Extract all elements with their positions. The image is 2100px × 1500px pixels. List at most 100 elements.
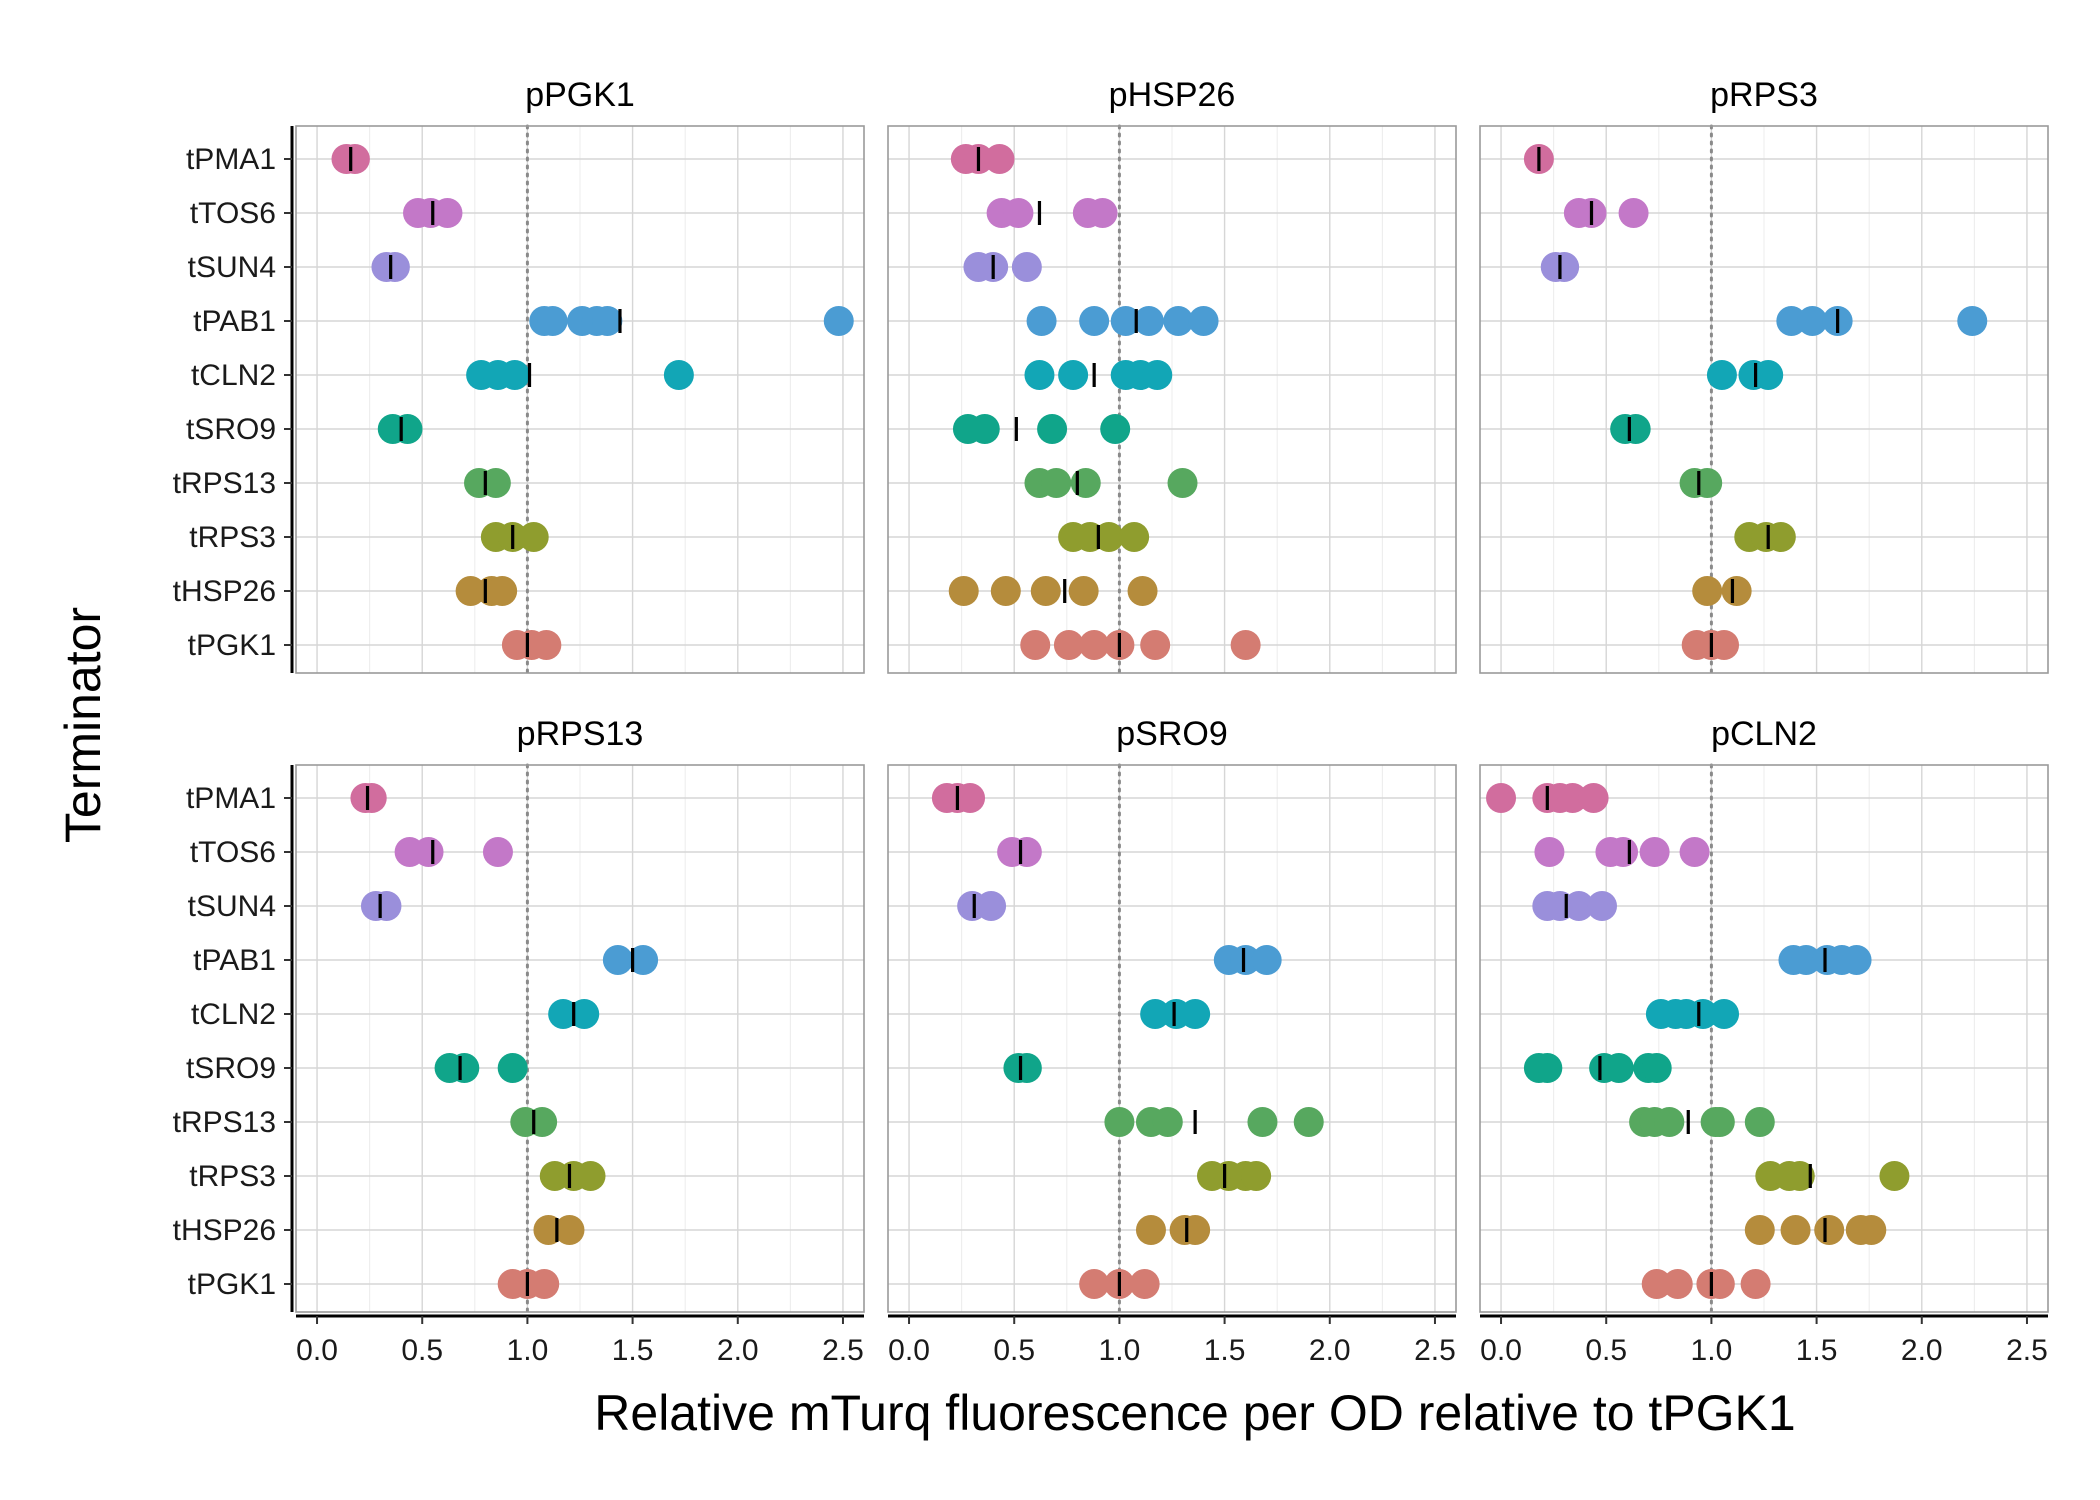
data-point-ttos6 — [432, 198, 463, 228]
data-point-trps13 — [1152, 1107, 1183, 1137]
data-point-tpma1 — [339, 144, 370, 174]
data-point-thsp26 — [1030, 576, 1061, 606]
data-point-trps13 — [480, 468, 511, 498]
data-point-tpgk1 — [1053, 630, 1084, 660]
data-point-tcln2 — [569, 999, 600, 1029]
y-tick-label-thsp26: tHSP26 — [173, 1214, 276, 1247]
panel-title-pcln2: pCLN2 — [1711, 715, 1817, 753]
data-point-thsp26 — [1135, 1215, 1166, 1245]
data-point-thsp26 — [487, 576, 518, 606]
data-point-tpgk1 — [1709, 630, 1740, 660]
y-tick-label-tsro9: tSRO9 — [186, 413, 276, 446]
data-point-tcln2 — [663, 360, 694, 390]
data-point-tpab1 — [823, 306, 854, 336]
data-point-tsro9 — [497, 1053, 528, 1083]
data-point-tsro9 — [1011, 1053, 1042, 1083]
data-point-tpgk1 — [1641, 1269, 1672, 1299]
y-tick-label-trps13: tRPS13 — [173, 467, 276, 500]
data-point-ttos6 — [1534, 837, 1565, 867]
y-axis-title: Terminator — [55, 607, 111, 843]
y-tick-label-tcln2: tCLN2 — [191, 998, 276, 1031]
panel-psro9: pSRO9 — [887, 715, 1457, 1314]
panel-title-psro9: pSRO9 — [1116, 715, 1228, 753]
data-point-ttos6 — [1011, 837, 1042, 867]
data-point-tsun4 — [1563, 891, 1594, 921]
x-tick-label: 2.5 — [2006, 1334, 2048, 1367]
y-tick-label-tpab1: tPAB1 — [193, 305, 276, 338]
data-point-tpma1 — [955, 783, 986, 813]
y-tick-label-trps3: tRPS3 — [189, 521, 276, 554]
data-point-tsro9 — [1641, 1053, 1672, 1083]
y-tick-label-tpma1: tPMA1 — [186, 143, 276, 176]
data-point-tpab1 — [1163, 306, 1194, 336]
data-point-tcln2 — [1024, 360, 1055, 390]
data-point-tpgk1 — [1079, 630, 1110, 660]
x-tick-label: 0.0 — [888, 1334, 930, 1367]
data-point-tsun4 — [976, 891, 1007, 921]
data-point-thsp26 — [1068, 576, 1099, 606]
data-point-trps3 — [1765, 522, 1796, 552]
data-point-ttos6 — [482, 837, 513, 867]
data-point-ttos6 — [1618, 198, 1649, 228]
panel-title-prps13: pRPS13 — [517, 715, 644, 753]
data-point-thsp26 — [1814, 1215, 1845, 1245]
y-tick-label-tpab1: tPAB1 — [193, 944, 276, 977]
x-axis-title: Relative mTurq fluorescence per OD relat… — [594, 1385, 1795, 1441]
data-point-tpgk1 — [529, 1269, 560, 1299]
data-point-ttos6 — [1087, 198, 1118, 228]
data-point-tpgk1 — [1230, 630, 1261, 660]
data-point-tpgk1 — [1740, 1269, 1771, 1299]
data-point-trps13 — [1293, 1107, 1324, 1137]
data-point-thsp26 — [948, 576, 979, 606]
data-point-tsun4 — [379, 252, 410, 282]
data-point-tsun4 — [371, 891, 402, 921]
data-point-tpgk1 — [1662, 1269, 1693, 1299]
x-tick-label: 0.0 — [1480, 1334, 1522, 1367]
data-point-tpab1 — [628, 945, 659, 975]
data-point-trps13 — [1704, 1107, 1735, 1137]
data-point-thsp26 — [1780, 1215, 1811, 1245]
x-tick-label: 0.5 — [1585, 1334, 1627, 1367]
panel-border — [887, 125, 1457, 674]
data-point-tsro9 — [1620, 414, 1651, 444]
data-point-trps13 — [1167, 468, 1198, 498]
data-point-thsp26 — [1127, 576, 1158, 606]
data-point-tpma1 — [1486, 783, 1517, 813]
data-point-trps13 — [1041, 468, 1072, 498]
panel-prps13: pRPS13 — [295, 715, 865, 1314]
data-point-tpab1 — [602, 945, 633, 975]
data-point-trps13 — [527, 1107, 558, 1137]
data-point-trps3 — [1879, 1161, 1910, 1191]
x-tick-label: 0.5 — [993, 1334, 1035, 1367]
data-point-ttos6 — [1003, 198, 1034, 228]
data-point-tpab1 — [1110, 306, 1141, 336]
panel-title-ppgk1: pPGK1 — [525, 76, 635, 114]
data-point-thsp26 — [1744, 1215, 1775, 1245]
panel-border — [1479, 764, 2049, 1313]
panel-pcln2: pCLN2 — [1479, 715, 2049, 1314]
data-point-tsun4 — [1587, 891, 1618, 921]
data-point-tpab1 — [592, 306, 623, 336]
data-point-ttos6 — [1679, 837, 1710, 867]
data-point-tcln2 — [1058, 360, 1089, 390]
data-point-trps13 — [1247, 1107, 1278, 1137]
data-point-trps13 — [1654, 1107, 1685, 1137]
x-tick-label: 1.0 — [1099, 1334, 1141, 1367]
y-tick-label-tcln2: tCLN2 — [191, 359, 276, 392]
data-point-tsro9 — [969, 414, 1000, 444]
panels-layer: pPGK1 pHSP26 pRPS3 pRPS13 pSRO9 pCLN2 — [295, 76, 2049, 1314]
panel-border — [1479, 125, 2049, 674]
panel-border — [887, 764, 1457, 1313]
data-point-tsro9 — [1603, 1053, 1634, 1083]
y-tick-label-ttos6: tTOS6 — [190, 197, 276, 230]
data-point-tsro9 — [1100, 414, 1131, 444]
y-tick-label-tsun4: tSUN4 — [188, 251, 276, 284]
x-tick-label: 2.0 — [717, 1334, 759, 1367]
data-point-ttos6 — [1608, 837, 1639, 867]
data-point-tsun4 — [1549, 252, 1580, 282]
x-tick-label: 1.5 — [1204, 1334, 1246, 1367]
data-point-tsro9 — [1532, 1053, 1563, 1083]
data-point-tpgk1 — [1020, 630, 1051, 660]
y-tick-label-trps3: tRPS3 — [189, 1160, 276, 1193]
